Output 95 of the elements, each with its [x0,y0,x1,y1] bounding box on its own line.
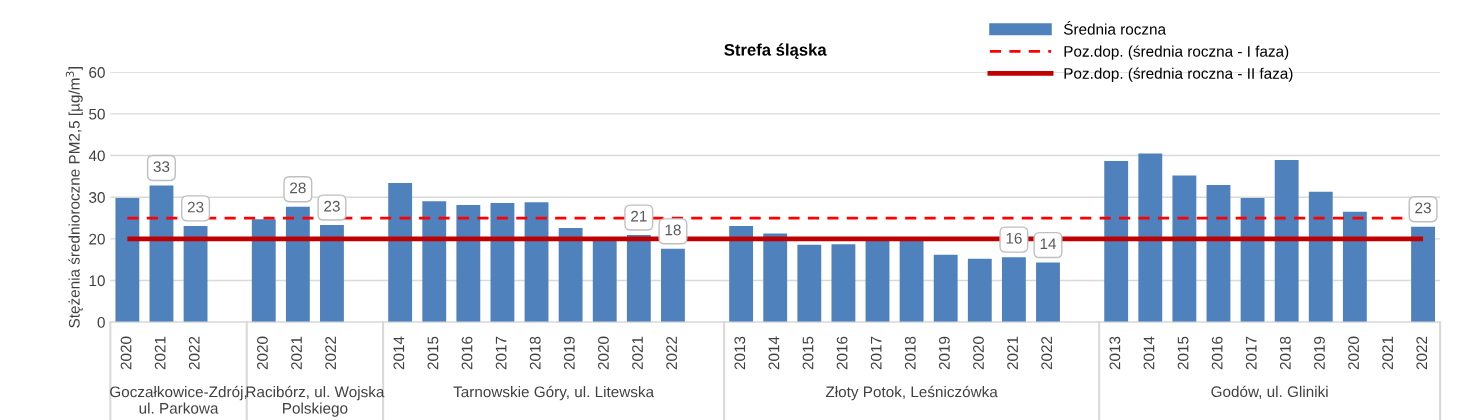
x-tick-label: 2018 [904,336,916,370]
bar [1138,153,1163,323]
bar [729,225,754,323]
x-tick-label: 2021 [291,336,302,370]
y-tick-label: 20 [89,233,105,245]
data-label: 23 [1415,202,1431,214]
data-label: 23 [324,200,340,212]
x-tick-label: 2021 [1007,336,1018,370]
x-tick-label: 2016 [836,336,848,370]
y-tick-label: 0 [97,317,105,328]
y-tick-label: 30 [89,192,105,203]
text: Złoty Potok, Leśniczówka [825,385,998,401]
bar [285,206,310,323]
x-tick-label: 2020 [1348,336,1359,370]
x-tick-label: 2022 [188,336,200,370]
bar [1036,262,1060,323]
bar [660,248,685,323]
data-label: 14 [1040,238,1057,249]
bar [865,238,890,323]
y-tick-label: 50 [89,108,105,120]
x-tick-label: 2017 [495,336,507,370]
x-tick-label: 2014 [1143,336,1155,370]
text: Tarnowskie Góry, ul. Litewska [453,385,655,401]
x-tick-label: 2021 [154,336,166,370]
x-tick-label: 2019 [938,336,950,370]
x-tick-label: 2020 [973,336,984,370]
bar [320,225,344,323]
text: Godów, ul. Gliniki [1211,385,1328,399]
bar [1342,211,1367,323]
x-tick-label: 2020 [598,336,609,370]
data-label: 16 [1006,232,1022,244]
text: Goczałkowice-Zdrój, ul. Parkowa [110,385,247,414]
bar [592,239,617,323]
bar [115,198,140,323]
bar [763,233,788,323]
data-label: 18 [665,224,681,236]
bar [967,258,992,323]
y-tick-label: 60 [89,67,105,78]
legend-label: Średnia roczna [1063,20,1167,35]
x-tick-label: 2017 [1245,336,1257,370]
x-tick-label: 2014 [768,336,780,370]
x-tick-label: 2014 [393,336,405,370]
x-tick-label: 2019 [563,336,575,370]
x-tick-label: 2015 [802,336,814,370]
bar [490,203,515,323]
legend-label: Poz.dop. (średnia roczna - I faza) [1064,45,1289,60]
bar [558,228,583,323]
x-tick-label: 2013 [734,336,746,370]
bar [388,183,413,323]
bar [149,185,174,323]
x-tick-label: 2018 [529,336,541,370]
bar [251,219,276,323]
data-label: 23 [187,201,204,213]
bar [456,205,481,323]
x-tick-label: 2016 [1211,336,1223,370]
x-tick-label: 2022 [1041,336,1053,370]
y-tick-label: 40 [88,150,105,162]
bar [1001,257,1026,323]
x-tick-label: 2022 [325,336,337,370]
x-tick-label: 2015 [1177,336,1189,370]
bar [1104,160,1129,323]
x-tick-label: 2020 [120,336,132,370]
data-label: 28 [290,182,306,194]
x-tick-label: 2016 [461,336,473,370]
data-label: 33 [153,161,170,173]
x-tick-label: 2019 [1314,336,1325,370]
bar [524,202,549,323]
x-tick-label: 2022 [666,336,678,370]
bar [1172,175,1197,323]
bar [831,244,856,323]
bar [1206,185,1231,323]
x-tick-label: 2013 [1109,336,1121,370]
bar [933,254,958,323]
x-tick-label: 2022 [1416,336,1428,370]
bar [422,201,447,323]
y-tick-label: 10 [89,275,105,287]
text: Racibórz, ul. Wojska Polskiego [246,385,385,417]
bar [797,244,822,323]
bar [1308,191,1333,323]
legend-label: Poz.dop. (średnia roczna - II faza) [1064,67,1293,82]
x-tick-label: 2015 [427,336,439,370]
x-tick-label: 2017 [870,336,882,370]
bar [1240,198,1265,323]
bar [899,238,924,323]
x-tick-label: 2018 [1279,336,1291,370]
bar [626,235,651,323]
bar [1274,160,1299,323]
chart-title: Strefa śląska [724,43,827,60]
x-tick-label: 2021 [632,336,643,370]
bar [1411,226,1435,323]
data-label: 21 [631,210,647,222]
bar [183,225,208,323]
x-tick-label: 2021 [1382,336,1394,370]
x-tick-label: 2020 [257,336,268,370]
y-axis-title: Stężenia średnioroczne PM2,5 [µg/m$^{3}$] [65,67,83,328]
